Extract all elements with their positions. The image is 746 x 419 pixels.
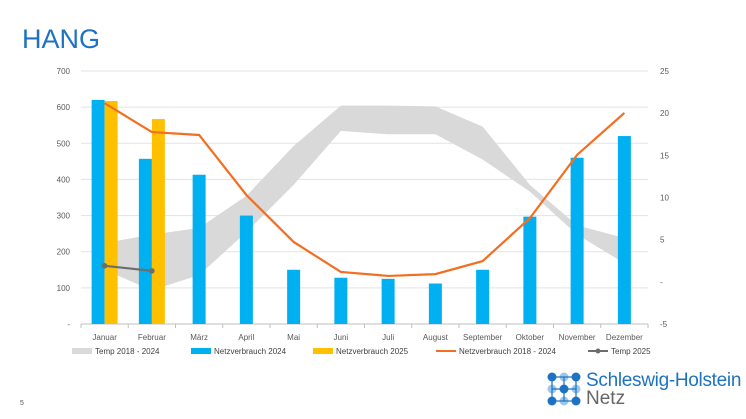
legend-label: Temp 2025	[611, 347, 651, 356]
y-left-tick-label: 500	[57, 139, 71, 148]
bar-2024	[476, 269, 490, 324]
y-right-tick-label: 25	[660, 67, 669, 76]
bar-2024	[138, 158, 152, 324]
y-left-tick-label: 600	[57, 103, 71, 112]
temp-2025-point	[149, 268, 155, 274]
bar-2025	[104, 100, 118, 325]
logo-text-line1: Schleswig-Holstein	[586, 370, 742, 391]
x-tick-label: März	[190, 333, 208, 342]
x-tick-label: Oktober	[516, 333, 545, 342]
x-tick-label: April	[238, 333, 254, 342]
x-tick-label: Mai	[287, 333, 300, 342]
y-right-tick-label: -5	[660, 320, 668, 329]
line-temp-2025	[104, 264, 152, 272]
bar-2024	[334, 277, 348, 324]
bar-2024	[239, 215, 253, 324]
y-right-tick-label: 20	[660, 109, 669, 118]
logo-text-line2: Netz	[586, 388, 626, 409]
y-right-tick-label: 15	[660, 151, 669, 160]
bar-2024	[523, 216, 537, 324]
x-tick-label: September	[463, 333, 502, 342]
y-left-tick-label: 100	[57, 284, 71, 293]
page-number: 5	[20, 400, 24, 407]
logo-icon	[547, 372, 581, 406]
legend-label: Netzverbrauch 2025	[336, 347, 409, 356]
y-left-tick-label: 300	[57, 212, 71, 221]
x-tick-label: Juni	[334, 333, 349, 342]
legend-swatch	[313, 348, 333, 354]
x-tick-label: Juli	[382, 333, 394, 342]
x-tick-label: Februar	[138, 333, 166, 342]
line-netzverbrauch-2018-2024	[104, 102, 626, 278]
bar-2024	[570, 157, 584, 324]
bar-2024	[428, 283, 442, 324]
y-right-tick-label: -	[660, 278, 663, 287]
legend-label: Netzverbrauch 2024	[214, 347, 287, 356]
bar-2024	[287, 269, 301, 324]
y-right-tick-label: 5	[660, 236, 665, 245]
page-title: HANG	[22, 24, 101, 54]
x-tick-label: November	[559, 333, 596, 342]
x-tick-label: Dezember	[606, 333, 643, 342]
bar-2025	[151, 119, 165, 324]
x-tick-label: August	[423, 333, 449, 342]
y-left-tick-label: -	[67, 320, 70, 329]
y-left-tick-label: 200	[57, 248, 71, 257]
y-left-tick-label: 400	[57, 175, 71, 184]
x-tick-label: Januar	[92, 333, 117, 342]
y-left-tick-label: 700	[57, 67, 71, 76]
legend-marker	[595, 348, 601, 354]
legend-label: Netzverbrauch 2018 - 2024	[459, 347, 557, 356]
temp-band	[104, 105, 625, 291]
bar-2024	[381, 278, 395, 324]
legend-swatch	[191, 348, 211, 354]
bar-2024	[192, 174, 206, 324]
temp-2025-point	[101, 263, 108, 269]
bar-2024	[617, 136, 631, 324]
y-right-tick-label: 10	[660, 194, 669, 203]
legend-label: Temp 2018 - 2024	[95, 347, 160, 356]
bar-2024	[91, 99, 105, 325]
legend-swatch	[72, 348, 92, 354]
